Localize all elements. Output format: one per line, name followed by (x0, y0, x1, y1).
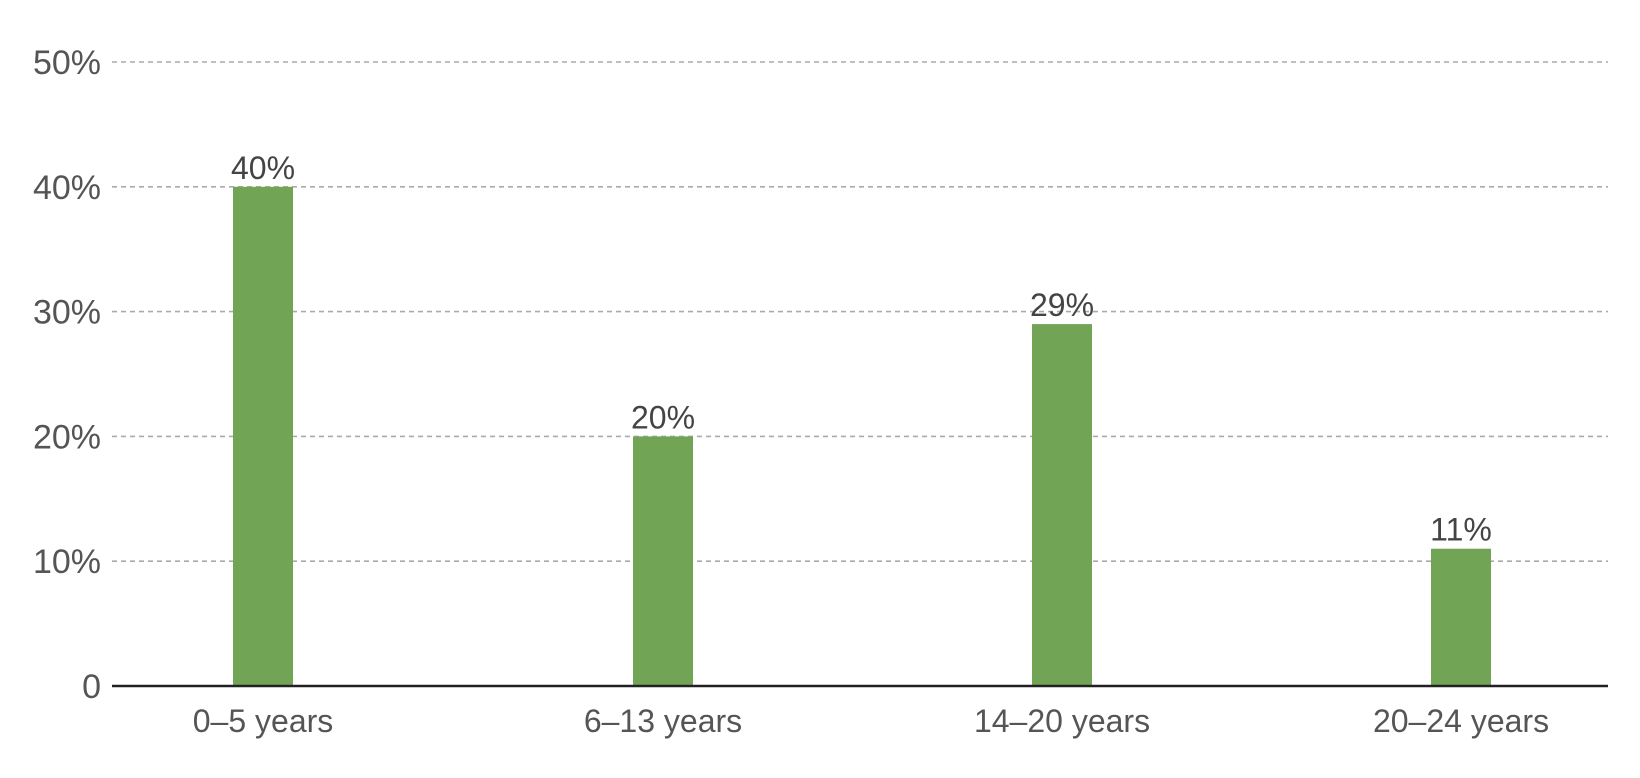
bar-value-label: 29% (1030, 287, 1094, 323)
x-category-label: 14–20 years (974, 703, 1150, 739)
bar (233, 186, 293, 687)
x-category-label: 0–5 years (193, 703, 334, 739)
y-tick-label: 10% (33, 543, 101, 581)
x-category-label: 20–24 years (1373, 703, 1549, 739)
y-axis-tick-labels: 0 10% 20% 30% 40% 50% (33, 44, 101, 706)
y-tick-label: 50% (33, 44, 101, 82)
y-tick-label: 20% (33, 418, 101, 456)
bar (1032, 324, 1092, 686)
y-tick-label: 40% (33, 169, 101, 207)
bar (1431, 548, 1491, 686)
x-category-label: 6–13 years (584, 703, 742, 739)
bars (233, 186, 1491, 687)
y-tick-label: 30% (33, 294, 101, 332)
x-axis-category-labels: 0–5 years 6–13 years 14–20 years 20–24 year… (193, 703, 1549, 739)
bar (633, 436, 693, 686)
y-tick-label: 0 (82, 668, 101, 706)
bar-value-labels: 40% 20% 29% 11% (231, 150, 1492, 548)
gridlines (112, 61, 1608, 563)
bar-value-label: 20% (631, 399, 695, 435)
bar-value-label: 40% (231, 150, 295, 186)
bar-value-label: 11% (1430, 512, 1492, 548)
